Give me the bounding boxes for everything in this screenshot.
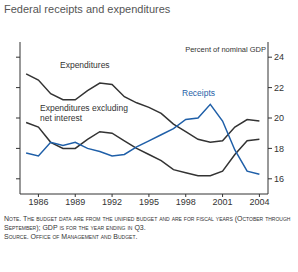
html-text:Note. The budget data are from: Note. The budget data are from the unifi…: [4, 215, 291, 231]
svg-text:1995: 1995: [139, 197, 159, 207]
html-text:Expenditures: Expenditures: [60, 60, 110, 70]
html-text:Source. Office of Management a: Source. Office of Management and Budget.: [4, 233, 138, 240]
svg-text:2001: 2001: [213, 197, 233, 207]
html-text:Expenditures excluding net int: Expenditures excluding net interest: [40, 103, 128, 123]
svg-text:20: 20: [274, 113, 284, 123]
svg-text:18: 18: [274, 144, 284, 154]
svg-text:1989: 1989: [65, 197, 85, 207]
html-text:Receipts: Receipts: [182, 88, 216, 98]
svg-text:1986: 1986: [28, 197, 48, 207]
svg-text:24: 24: [274, 52, 284, 62]
svg-text:1992: 1992: [102, 197, 122, 207]
html-text:Percent of nominal GDP: Percent of nominal GDP: [185, 45, 266, 54]
svg-text:2004: 2004: [249, 197, 269, 207]
svg-text:16: 16: [274, 174, 284, 184]
svg-text:1998: 1998: [176, 197, 196, 207]
svg-text:22: 22: [274, 83, 284, 93]
html-text:Federal receipts and expenditu: Federal receipts and expenditures: [4, 3, 171, 15]
